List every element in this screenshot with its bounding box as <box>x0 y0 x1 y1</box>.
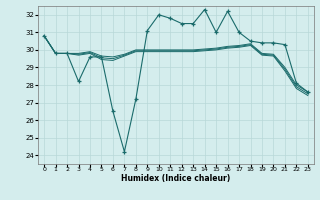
X-axis label: Humidex (Indice chaleur): Humidex (Indice chaleur) <box>121 174 231 183</box>
